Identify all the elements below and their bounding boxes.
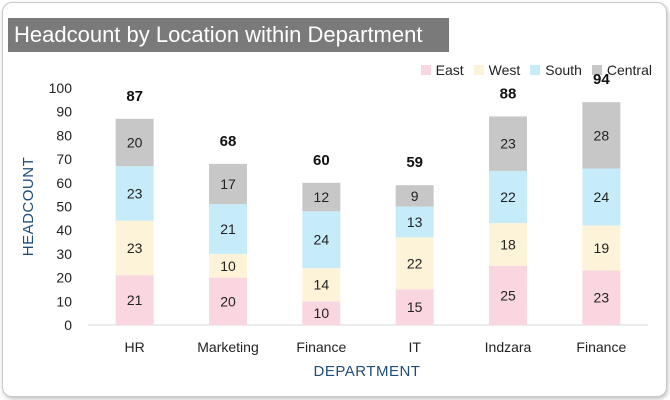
total-label: 68 <box>220 133 237 150</box>
bar-segment-east <box>489 265 527 325</box>
bar-segment-central <box>115 118 154 167</box>
total-label: 87 <box>126 88 143 105</box>
bar-segment-central <box>209 163 247 205</box>
bar-segment-south <box>489 170 527 224</box>
legend-label-east: East <box>435 62 464 78</box>
total-label: 59 <box>406 154 423 171</box>
bar-segment-west <box>395 237 434 290</box>
x-category-label: Indzara <box>485 339 532 355</box>
y-tick-label: 40 <box>56 222 72 238</box>
legend-item-east: East <box>420 62 464 78</box>
y-tick-label: 0 <box>64 317 72 333</box>
total-label: 88 <box>500 85 517 102</box>
bar-segment-south <box>115 166 154 221</box>
x-category-label: Finance <box>296 339 346 355</box>
x-category-label: HR <box>125 339 145 355</box>
data-label-central: 17 <box>220 176 236 192</box>
bar-segment-central <box>302 182 341 212</box>
data-label-south: 21 <box>220 221 236 237</box>
legend-item-central: Central <box>591 62 652 78</box>
y-tick-label: 50 <box>56 199 72 215</box>
data-label-east: 10 <box>314 305 330 321</box>
bar-segment-central <box>395 185 434 207</box>
bar-segment-west <box>209 253 247 278</box>
data-label-south: 23 <box>127 185 143 201</box>
legend-item-west: West <box>473 62 521 78</box>
total-label: 60 <box>313 152 330 169</box>
bar-segment-central <box>489 116 527 171</box>
y-tick-label: 70 <box>56 151 72 167</box>
chart-title: Headcount by Location within Department <box>8 18 449 52</box>
y-tick-label: 80 <box>56 127 72 143</box>
data-label-south: 24 <box>594 189 610 205</box>
legend-item-south: South <box>530 62 582 78</box>
bar-segment-south <box>209 204 247 254</box>
legend-label-west: West <box>488 62 521 78</box>
y-tick-label: 30 <box>56 246 72 262</box>
bar-segment-west <box>115 220 154 276</box>
data-label-central: 12 <box>314 189 330 205</box>
x-category-label: Marketing <box>197 339 258 355</box>
bar-segment-east <box>395 289 434 325</box>
data-label-south: 24 <box>314 232 330 248</box>
data-label-central: 23 <box>500 136 516 152</box>
legend-swatch-central <box>591 65 602 75</box>
bar-segment-south <box>302 211 341 269</box>
y-axis-title: HEADCOUNT <box>20 157 37 257</box>
bar-segment-east <box>209 277 247 325</box>
data-label-east: 15 <box>407 299 423 315</box>
y-tick-label: 10 <box>56 293 72 309</box>
data-label-south: 22 <box>500 189 516 205</box>
data-label-west: 19 <box>594 240 610 256</box>
data-label-east: 25 <box>500 287 516 303</box>
bar-segment-west <box>489 223 527 266</box>
legend-swatch-west <box>473 65 484 75</box>
x-category-label: IT <box>408 339 421 355</box>
legend-label-south: South <box>545 62 582 78</box>
data-label-west: 23 <box>127 240 143 256</box>
data-label-west: 14 <box>314 277 330 293</box>
bar-segment-west <box>302 268 341 302</box>
y-tick-label: 20 <box>56 270 72 286</box>
data-label-west: 22 <box>407 255 423 271</box>
bar-segment-east <box>582 270 621 325</box>
y-tick-label: 100 <box>49 80 73 96</box>
data-label-central: 28 <box>594 127 610 143</box>
bar-segment-south <box>395 206 434 238</box>
y-tick-label: 90 <box>56 104 72 120</box>
bar-segment-east <box>115 275 154 325</box>
data-label-south: 13 <box>407 214 423 230</box>
bar-segment-east <box>302 301 341 325</box>
chart-legend: East West South Central <box>420 61 652 79</box>
legend-swatch-south <box>530 65 541 75</box>
data-label-east: 21 <box>127 292 143 308</box>
bar-segment-west <box>582 225 621 271</box>
legend-swatch-east <box>420 65 431 75</box>
data-label-east: 20 <box>220 293 236 309</box>
bar-segment-central <box>582 102 621 169</box>
bar-segment-south <box>582 168 621 226</box>
data-label-west: 18 <box>500 236 516 252</box>
y-tick-label: 60 <box>56 175 72 191</box>
x-axis-title: DEPARTMENT <box>314 363 421 380</box>
total-label: 94 <box>593 71 610 88</box>
data-label-west: 10 <box>220 258 236 274</box>
data-label-central: 20 <box>127 135 143 151</box>
legend-label-central: Central <box>606 62 652 78</box>
data-label-central: 9 <box>411 188 419 204</box>
data-label-east: 23 <box>594 290 610 306</box>
x-category-label: Finance <box>576 339 626 355</box>
